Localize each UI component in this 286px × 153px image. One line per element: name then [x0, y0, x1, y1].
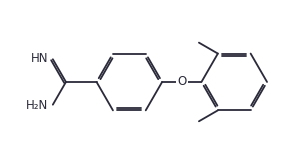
Text: HN: HN — [31, 52, 48, 65]
Text: H₂N: H₂N — [26, 99, 48, 112]
Text: O: O — [177, 75, 186, 88]
